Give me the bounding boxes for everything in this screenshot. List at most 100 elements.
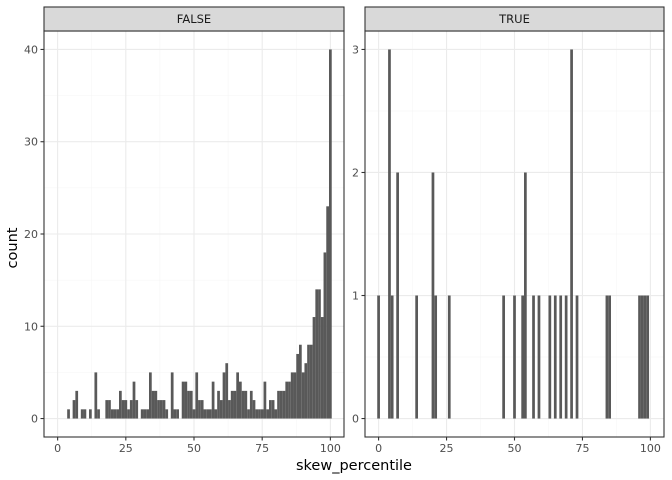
histogram-bar bbox=[97, 409, 100, 419]
histogram-bar bbox=[263, 381, 267, 419]
histogram-bar bbox=[244, 390, 248, 419]
x-axis-title: skew_percentile bbox=[296, 458, 412, 474]
histogram-bar bbox=[260, 409, 264, 419]
histogram-bar bbox=[288, 381, 291, 419]
histogram-bar bbox=[116, 409, 119, 419]
histogram-bar bbox=[329, 49, 332, 419]
histogram-bar bbox=[323, 252, 327, 419]
histogram-bar bbox=[326, 206, 329, 419]
histogram-bar bbox=[219, 400, 223, 419]
histogram-bar bbox=[312, 317, 316, 419]
histogram-bar bbox=[315, 289, 319, 419]
histogram-bar bbox=[247, 409, 250, 419]
histogram-bar bbox=[608, 295, 611, 419]
y-tick-label: 20 bbox=[24, 228, 38, 241]
histogram-bar bbox=[643, 295, 647, 419]
histogram-bar bbox=[80, 409, 84, 419]
histogram-bar bbox=[200, 400, 204, 419]
x-tick-label: 25 bbox=[119, 442, 133, 455]
histogram-bar bbox=[149, 372, 152, 419]
histogram-bar bbox=[176, 409, 179, 419]
histogram-bar bbox=[255, 409, 259, 419]
histogram-bar bbox=[154, 390, 158, 419]
histogram-bar bbox=[532, 295, 535, 419]
histogram-bar bbox=[575, 295, 579, 419]
histogram-bar bbox=[605, 295, 609, 419]
histogram-bar bbox=[165, 409, 169, 419]
histogram-bar bbox=[309, 344, 313, 419]
facet-strip bbox=[364, 6, 665, 32]
y-tick-label: 0 bbox=[31, 413, 38, 426]
histogram-bar bbox=[173, 409, 177, 419]
x-tick-label: 50 bbox=[508, 442, 522, 455]
histogram-bar bbox=[203, 409, 207, 419]
histogram-bar bbox=[184, 381, 188, 419]
histogram-bar bbox=[564, 295, 568, 419]
histogram-bar bbox=[241, 390, 245, 419]
histogram-bar bbox=[140, 409, 144, 419]
x-tick-label: 100 bbox=[640, 442, 661, 455]
histogram-bar bbox=[266, 409, 269, 419]
histogram-bar bbox=[304, 363, 308, 419]
histogram-bar bbox=[67, 409, 70, 419]
histogram-bar bbox=[447, 295, 451, 419]
y-tick-label: 10 bbox=[24, 320, 38, 333]
histogram-bar bbox=[296, 353, 299, 419]
histogram-bar bbox=[228, 400, 231, 419]
histogram-bar bbox=[274, 409, 278, 419]
histogram-bar bbox=[258, 409, 261, 419]
histogram-bar bbox=[170, 372, 174, 419]
histogram-bar bbox=[225, 363, 229, 419]
histogram-bar bbox=[157, 400, 160, 419]
histogram-bar bbox=[135, 400, 139, 419]
histogram-bar bbox=[301, 372, 305, 419]
histogram-bar bbox=[638, 295, 641, 419]
histogram-bar bbox=[320, 317, 324, 419]
x-tick-label: 75 bbox=[255, 442, 269, 455]
histogram-bar bbox=[187, 390, 190, 419]
histogram-bar bbox=[502, 295, 505, 419]
facet-strip-label: FALSE bbox=[177, 12, 211, 26]
histogram-bar bbox=[513, 295, 516, 419]
histogram-bar bbox=[390, 295, 394, 419]
histogram-bar bbox=[434, 295, 438, 419]
histogram-bar bbox=[108, 400, 111, 419]
histogram-bar bbox=[151, 390, 155, 419]
histogram-bar bbox=[269, 400, 272, 419]
histogram-bar bbox=[239, 381, 242, 419]
facet-panel-true: TRUE 0 25 50 75 100 0 1 2 3 bbox=[352, 6, 665, 455]
histogram-bar bbox=[396, 172, 399, 419]
histogram-bar bbox=[285, 381, 289, 419]
y-tick-label: 30 bbox=[24, 136, 38, 149]
histogram-bar bbox=[127, 409, 130, 419]
histogram-bar bbox=[299, 344, 302, 419]
histogram-bar bbox=[236, 372, 239, 419]
histogram-bar bbox=[89, 409, 92, 419]
x-tick-label: 75 bbox=[575, 442, 589, 455]
histogram-bar bbox=[233, 390, 237, 419]
histogram-bar bbox=[290, 372, 294, 419]
histogram-bar bbox=[121, 400, 125, 419]
histogram-bar bbox=[279, 390, 283, 419]
histogram-bar bbox=[521, 295, 525, 419]
histogram-bar bbox=[132, 381, 136, 419]
histogram-bar bbox=[113, 409, 117, 419]
histogram-bar bbox=[195, 372, 199, 419]
histogram-bar bbox=[318, 289, 321, 419]
histogram-bar bbox=[646, 295, 650, 419]
x-tick-label: 100 bbox=[320, 442, 341, 455]
facet-strip-label: TRUE bbox=[498, 12, 530, 26]
histogram-bar bbox=[570, 49, 573, 419]
histogram-bar bbox=[415, 295, 419, 419]
x-tick-label: 25 bbox=[440, 442, 454, 455]
facet-panel-false: FALSE 0 25 50 75 100 0 10 20 30 40 bbox=[24, 6, 345, 455]
histogram-bar bbox=[524, 172, 527, 419]
histogram-bar bbox=[124, 400, 128, 419]
histogram-bar bbox=[230, 390, 234, 419]
histogram-bar bbox=[431, 172, 435, 419]
histogram-bar bbox=[559, 295, 563, 419]
histogram-bar bbox=[553, 295, 557, 419]
y-tick-label: 0 bbox=[352, 413, 359, 426]
histogram-bar bbox=[537, 295, 541, 419]
